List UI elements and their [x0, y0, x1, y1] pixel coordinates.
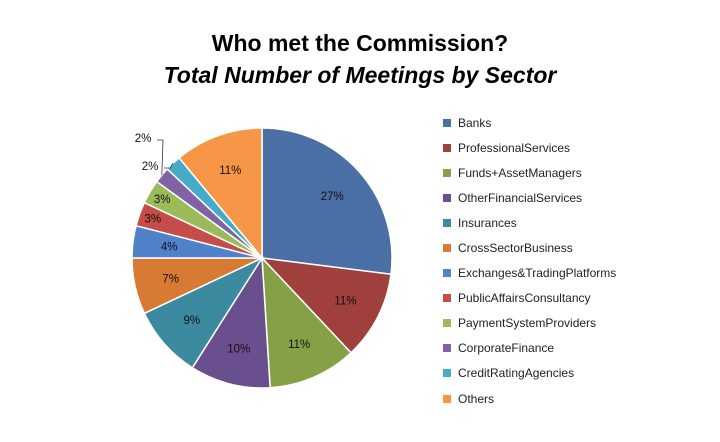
slice-label-10: 2% [142, 161, 159, 173]
legend-item-7: PublicAffairsConsultancy [443, 286, 616, 311]
legend-swatch-5 [443, 244, 451, 253]
legend-item-5: CrossSectorBusiness [443, 235, 616, 260]
leader-line-9 [157, 139, 164, 176]
legend-label-0: Banks [458, 115, 492, 130]
legend-item-11: Others [443, 386, 616, 411]
slice-label-3: 10% [227, 344, 250, 356]
legend-label-1: ProfessionalServices [458, 140, 571, 155]
chart-legend: Banks ProfessionalServices Funds+AssetMana… [443, 110, 616, 411]
legend-item-1: ProfessionalServices [443, 135, 616, 160]
legend-item-6: Exchanges&TradingPlatforms [443, 261, 616, 286]
chart-subtitle: Total Number of Meetings by Sector [163, 62, 557, 88]
slice-label-11: 11% [219, 165, 241, 177]
legend-label-9: CorporateFinance [458, 341, 555, 356]
slice-label-6: 4% [161, 241, 178, 253]
legend-swatch-10 [443, 369, 451, 378]
legend-label-7: PublicAffairsConsultancy [458, 291, 591, 306]
legend-item-9: CorporateFinance [443, 336, 616, 361]
pie-slice-0 [261, 127, 393, 276]
legend-swatch-0 [443, 118, 451, 127]
legend-label-6: Exchanges&TradingPlatforms [458, 266, 617, 281]
slice-label-9: 2% [135, 133, 152, 145]
legend-item-3: OtherFinancialServices [443, 185, 616, 210]
pie-slice-2 [261, 255, 353, 389]
legend-item-2: Funds+AssetManagers [443, 160, 616, 185]
legend-label-8: PaymentSystemProviders [458, 316, 597, 331]
legend-swatch-4 [443, 218, 451, 227]
legend-item-8: PaymentSystemProviders [443, 311, 616, 336]
legend-swatch-3 [443, 193, 451, 202]
legend-swatch-9 [443, 344, 451, 353]
pie-slice-11 [178, 127, 263, 261]
legend-label-5: CrossSectorBusiness [458, 241, 573, 256]
legend-swatch-11 [443, 394, 451, 403]
legend-label-4: Insurances [458, 215, 517, 230]
slice-label-4: 9% [183, 315, 200, 327]
legend-swatch-2 [443, 168, 451, 177]
legend-swatch-7 [443, 294, 451, 303]
slice-label-7: 3% [145, 214, 162, 226]
legend-label-11: Others [458, 391, 495, 406]
slice-label-5: 7% [162, 273, 179, 285]
legend-swatch-1 [443, 143, 451, 152]
pie-slice-1 [260, 256, 392, 354]
legend-item-10: CreditRatingAgencies [443, 361, 616, 386]
slice-label-0: 27% [321, 191, 344, 203]
chart-title: Who met the Commission? [211, 30, 509, 56]
legend-swatch-6 [443, 269, 451, 278]
legend-label-2: Funds+AssetManagers [458, 165, 582, 180]
leader-line-10 [164, 163, 174, 169]
pie-slice-3 [191, 255, 271, 389]
legend-label-3: OtherFinancialServices [458, 190, 583, 205]
legend-item-4: Insurances [443, 210, 616, 235]
slice-label-1: 11% [334, 295, 356, 307]
legend-label-10: CreditRatingAgencies [458, 366, 575, 381]
legend-swatch-8 [443, 319, 451, 328]
legend-item-0: Banks [443, 110, 616, 135]
slice-label-8: 3% [154, 194, 171, 206]
slice-label-2: 11% [288, 339, 310, 351]
